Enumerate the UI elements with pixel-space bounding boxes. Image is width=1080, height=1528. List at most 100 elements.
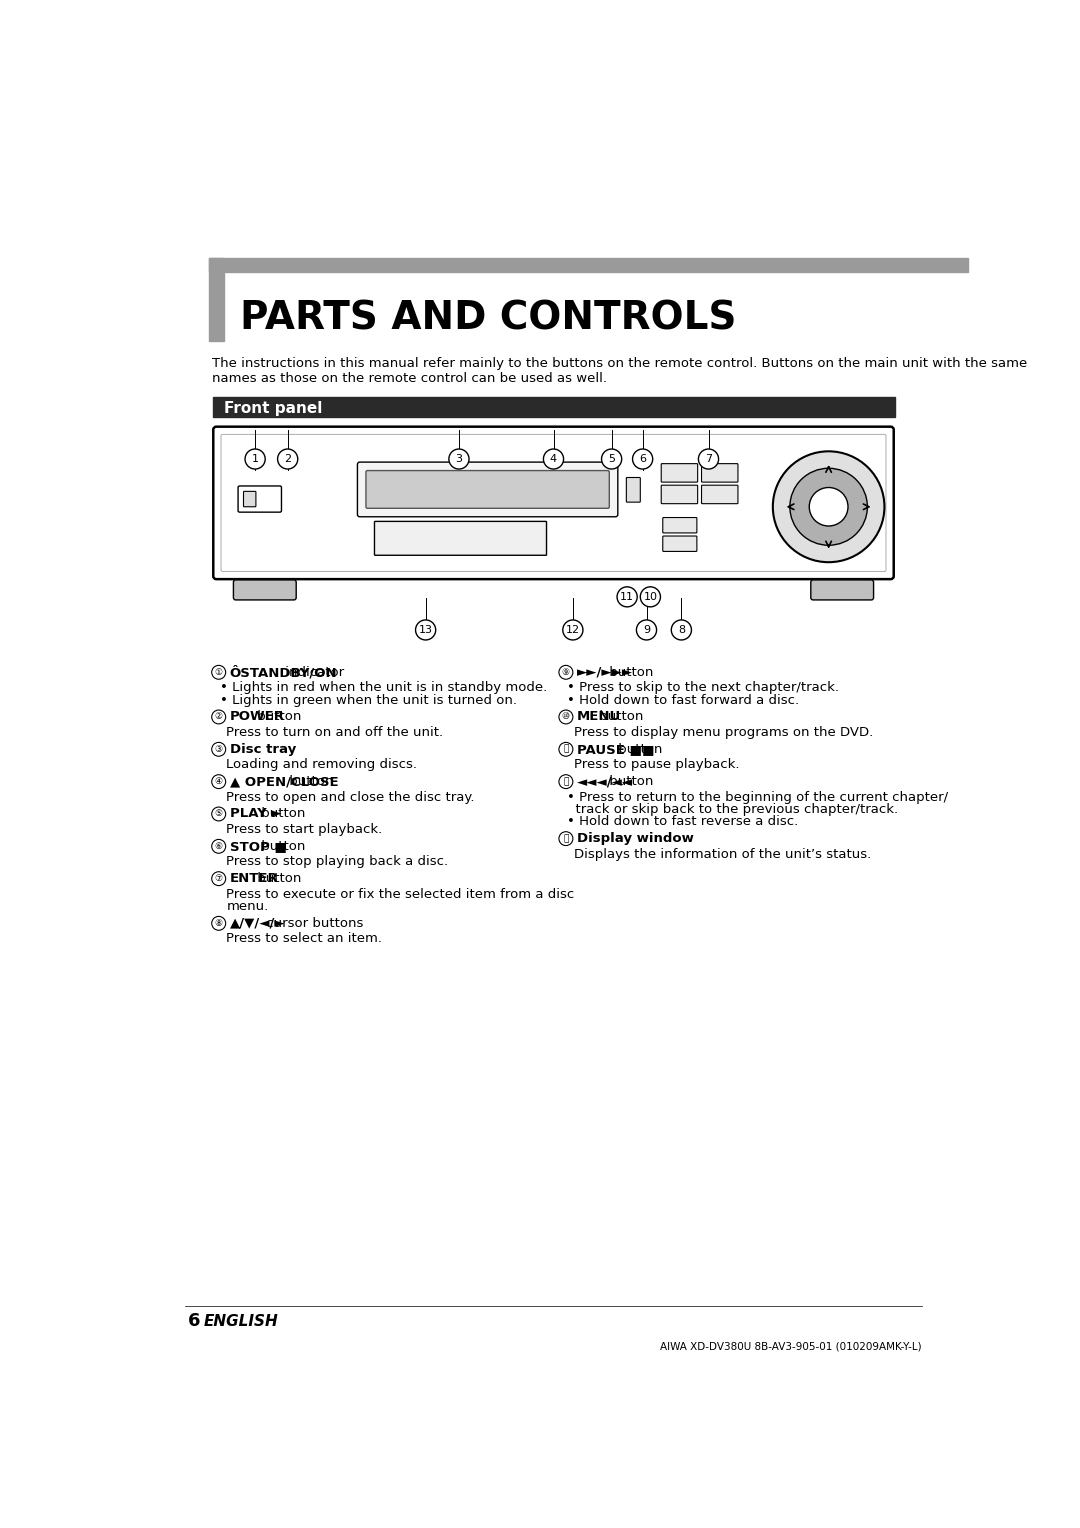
FancyBboxPatch shape <box>811 581 874 601</box>
Circle shape <box>212 665 226 680</box>
Circle shape <box>559 831 572 845</box>
Text: MENU: MENU <box>577 711 621 723</box>
Text: Display window: Display window <box>577 833 693 845</box>
Text: ②: ② <box>215 712 222 721</box>
Text: Front panel: Front panel <box>225 402 323 417</box>
FancyBboxPatch shape <box>233 581 296 601</box>
Text: PARTS AND CONTROLS: PARTS AND CONTROLS <box>240 299 737 338</box>
Text: 8: 8 <box>678 625 685 636</box>
Text: ⑫: ⑫ <box>563 778 568 785</box>
Text: ▲ OPEN/CLOSE: ▲ OPEN/CLOSE <box>230 775 338 788</box>
Circle shape <box>543 449 564 469</box>
Text: Displays the information of the unit’s status.: Displays the information of the unit’s s… <box>573 848 870 860</box>
Text: The instructions in this manual refer mainly to the buttons on the remote contro: The instructions in this manual refer ma… <box>213 356 1028 370</box>
Text: button: button <box>253 711 301 723</box>
FancyBboxPatch shape <box>702 486 738 504</box>
Text: 12: 12 <box>566 625 580 636</box>
Bar <box>208 258 225 341</box>
Text: 9: 9 <box>643 625 650 636</box>
Text: ►►/►►►: ►►/►►► <box>577 666 633 678</box>
Text: ⑧: ⑧ <box>215 918 222 927</box>
Text: STOP ■: STOP ■ <box>230 840 286 853</box>
Circle shape <box>212 775 226 788</box>
Circle shape <box>602 449 622 469</box>
Circle shape <box>449 449 469 469</box>
Text: ⑬: ⑬ <box>563 834 568 843</box>
Text: track or skip back to the previous chapter/track.: track or skip back to the previous chapt… <box>567 802 899 816</box>
FancyBboxPatch shape <box>661 463 698 483</box>
Circle shape <box>773 451 885 562</box>
Text: 2: 2 <box>284 454 292 465</box>
Text: 13: 13 <box>419 625 433 636</box>
Text: 11: 11 <box>620 591 634 602</box>
Circle shape <box>617 587 637 607</box>
Text: Press to pause playback.: Press to pause playback. <box>573 758 739 772</box>
FancyBboxPatch shape <box>661 486 698 504</box>
Text: Press to turn on and off the unit.: Press to turn on and off the unit. <box>227 726 444 740</box>
FancyBboxPatch shape <box>243 492 256 507</box>
Circle shape <box>212 807 226 821</box>
Bar <box>213 397 894 417</box>
Text: button: button <box>253 872 301 885</box>
Text: indicator: indicator <box>281 666 343 678</box>
Circle shape <box>212 839 226 853</box>
Circle shape <box>699 449 718 469</box>
Text: Press to execute or fix the selected item from a disc: Press to execute or fix the selected ite… <box>227 888 575 900</box>
Text: button: button <box>605 666 653 678</box>
Text: POWER: POWER <box>230 711 284 723</box>
FancyBboxPatch shape <box>702 463 738 483</box>
Text: • Hold down to fast forward a disc.: • Hold down to fast forward a disc. <box>567 694 799 706</box>
Text: Loading and removing discs.: Loading and removing discs. <box>227 758 418 772</box>
Text: 5: 5 <box>608 454 616 465</box>
FancyBboxPatch shape <box>213 426 894 579</box>
Text: button: button <box>257 807 306 821</box>
Circle shape <box>245 449 266 469</box>
Text: Press to display menu programs on the DVD.: Press to display menu programs on the DV… <box>573 726 873 740</box>
Bar <box>208 258 968 272</box>
Text: 6: 6 <box>639 454 646 465</box>
Text: button: button <box>613 743 662 756</box>
Text: • Press to skip to the next chapter/track.: • Press to skip to the next chapter/trac… <box>567 681 839 694</box>
Text: Press to start playback.: Press to start playback. <box>227 824 382 836</box>
Text: Press to select an item.: Press to select an item. <box>227 932 382 946</box>
Text: • Hold down to fast reverse a disc.: • Hold down to fast reverse a disc. <box>567 816 799 828</box>
Text: button: button <box>595 711 644 723</box>
Text: Press to stop playing back a disc.: Press to stop playing back a disc. <box>227 856 448 868</box>
Text: • Lights in green when the unit is turned on.: • Lights in green when the unit is turne… <box>220 694 517 706</box>
Text: 6: 6 <box>188 1313 200 1331</box>
Circle shape <box>559 743 572 756</box>
Text: ①: ① <box>215 668 222 677</box>
Text: button: button <box>257 840 306 853</box>
Text: button: button <box>605 775 653 788</box>
Text: ④: ④ <box>215 778 222 785</box>
Text: ENTER: ENTER <box>230 872 279 885</box>
Text: menu.: menu. <box>227 900 269 912</box>
Text: ⑪: ⑪ <box>563 744 568 753</box>
Circle shape <box>636 620 657 640</box>
Circle shape <box>212 872 226 886</box>
Text: ⑥: ⑥ <box>215 842 222 851</box>
FancyBboxPatch shape <box>238 486 282 512</box>
FancyBboxPatch shape <box>357 461 618 516</box>
Text: • Press to return to the beginning of the current chapter/: • Press to return to the beginning of th… <box>567 790 948 804</box>
Text: 3: 3 <box>456 454 462 465</box>
FancyBboxPatch shape <box>663 536 697 552</box>
Text: PAUSE ■■: PAUSE ■■ <box>577 743 654 756</box>
Text: ⑨: ⑨ <box>562 668 570 677</box>
Text: ÔSTANDBY/ON: ÔSTANDBY/ON <box>230 666 337 678</box>
Circle shape <box>212 711 226 724</box>
Circle shape <box>640 587 661 607</box>
Text: 1: 1 <box>252 454 258 465</box>
Text: Press to open and close the disc tray.: Press to open and close the disc tray. <box>227 790 475 804</box>
Circle shape <box>559 775 572 788</box>
Circle shape <box>212 917 226 931</box>
Text: AIWA XD-DV380U 8B-AV3-905-01 (010209AMK-Y-L): AIWA XD-DV380U 8B-AV3-905-01 (010209AMK-… <box>660 1342 921 1351</box>
Text: ▲/▼/◄/►: ▲/▼/◄/► <box>230 917 285 931</box>
Circle shape <box>212 743 226 756</box>
Text: 4: 4 <box>550 454 557 465</box>
Circle shape <box>416 620 435 640</box>
Text: ⑤: ⑤ <box>215 810 222 819</box>
FancyBboxPatch shape <box>663 518 697 533</box>
Circle shape <box>559 665 572 680</box>
Text: button: button <box>285 775 334 788</box>
